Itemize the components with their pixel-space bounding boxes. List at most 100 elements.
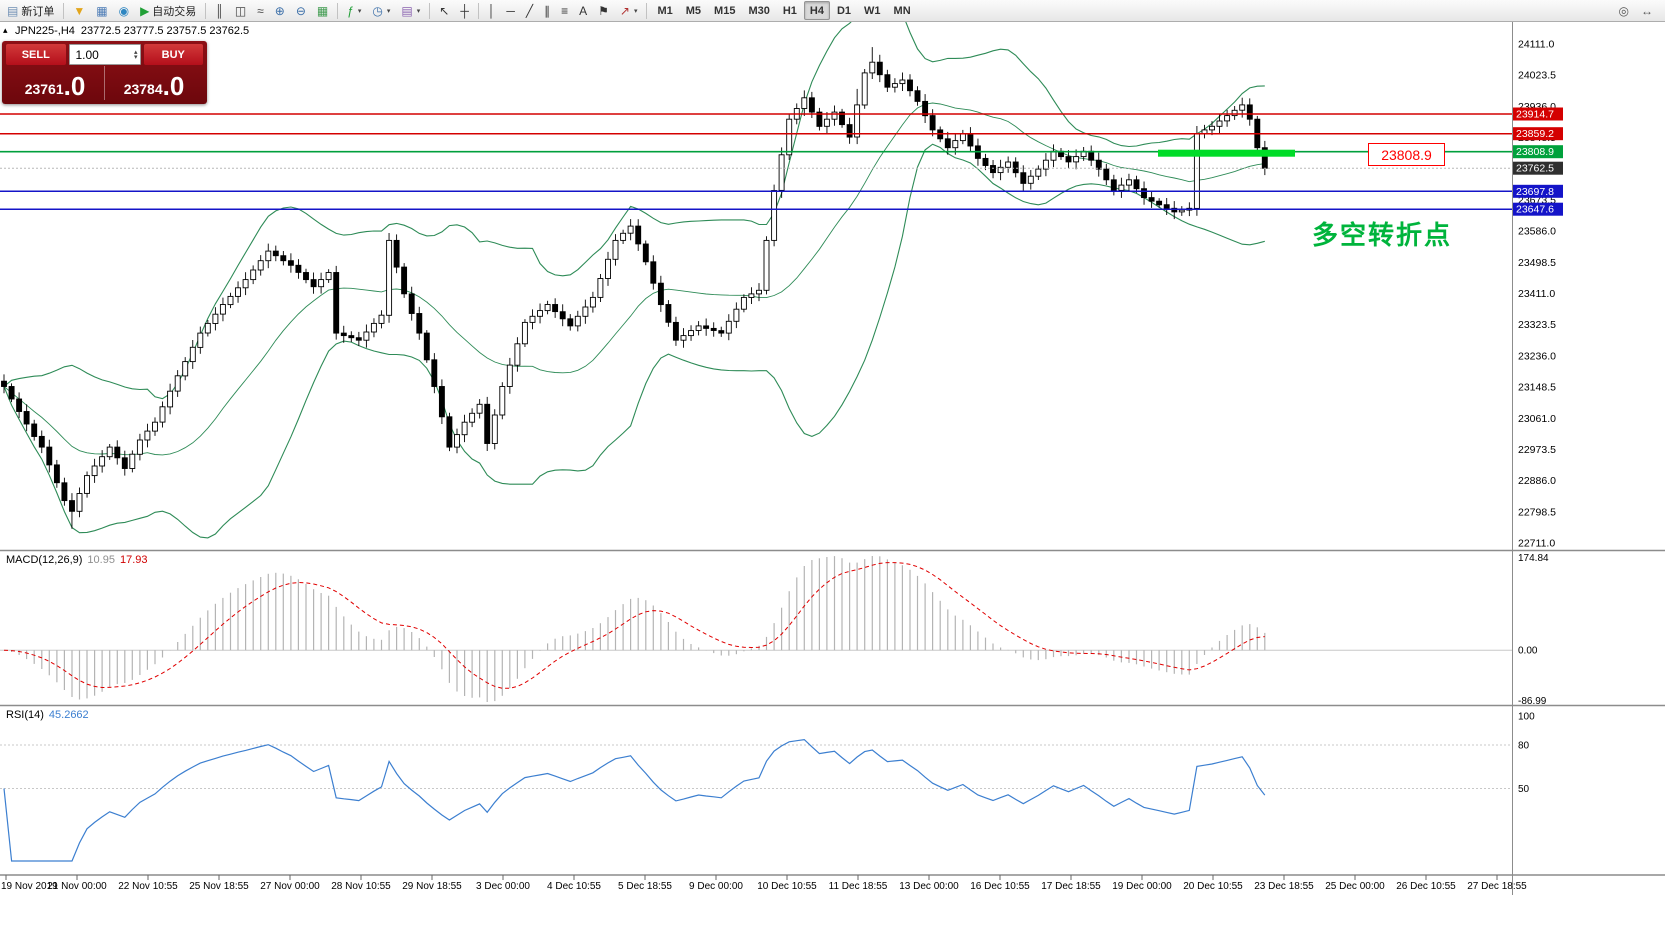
timeframe-w1-button[interactable]: W1 (858, 1, 887, 20)
candle-body (959, 133, 966, 142)
chart-candles-button[interactable]: ◫ (230, 1, 251, 20)
play-icon: ▶ (140, 3, 150, 18)
buy-button[interactable]: BUY (143, 44, 203, 65)
timeframe-h1-button[interactable]: H1 (777, 1, 803, 20)
price-badge-23914.7: 23914.7 (1513, 107, 1563, 121)
time-axis-label: 29 Nov 18:55 (402, 881, 462, 892)
timeframe-mn-button[interactable]: MN (888, 1, 917, 20)
text-button[interactable]: A (574, 1, 592, 20)
candle-body (174, 375, 181, 392)
candle-body (408, 293, 415, 314)
candle-body (265, 250, 272, 262)
horizontal-line-button[interactable]: ─ (501, 1, 520, 20)
data-window-button[interactable]: ▦ (91, 1, 112, 20)
price-badge-23697.8: 23697.8 (1513, 184, 1563, 198)
turning-point-text[interactable]: 多空转折点 (1312, 220, 1453, 250)
time-axis-label: 26 Dec 10:55 (1396, 881, 1456, 892)
autotrade-button[interactable]: ▶ 自动交易 (135, 1, 201, 20)
candle-body (521, 321, 528, 345)
spin-down-icon[interactable]: ▾ (133, 53, 138, 61)
candle-body (635, 225, 642, 245)
timeframe-h1-button-label: H1 (782, 4, 797, 17)
hline-icon: ─ (506, 3, 515, 18)
highlight-segment[interactable] (1158, 149, 1295, 157)
funnel-button[interactable]: ▼ (68, 1, 90, 20)
indicators-button[interactable]: ƒ ▾ (342, 1, 366, 20)
templates-button[interactable]: ▤ ▾ (396, 1, 425, 20)
vertical-line-button[interactable]: │ (483, 1, 501, 20)
candle-body (461, 421, 468, 436)
new-order-button[interactable]: ▤ 新订单 (2, 1, 59, 20)
drag-chart-button[interactable]: ↔ (1636, 1, 1658, 20)
clock-icon: ◷ (372, 3, 383, 18)
candle-body (718, 330, 725, 334)
price-axis[interactable]: 24111.024023.523936.023848.523761.023673… (1512, 22, 1564, 895)
time-axis-label: 4 Dec 10:55 (547, 881, 601, 892)
candle-body (854, 104, 861, 138)
time-axis-label: 28 Nov 10:55 (331, 881, 391, 892)
timeframe-h4-button[interactable]: H4 (803, 1, 830, 20)
volume-value: 1.00 (75, 47, 99, 62)
time-axis-label: 9 Dec 00:00 (689, 881, 743, 892)
volume-input[interactable]: 1.00 ▴ ▾ (68, 44, 141, 65)
timeframe-d1-button[interactable]: D1 (831, 1, 857, 20)
candle-body (499, 386, 506, 416)
sell-button[interactable]: SELL (6, 44, 66, 65)
time-axis-label: 19 Nov 2019 (1, 881, 58, 892)
price-axis-label: 23236.0 (1518, 350, 1556, 362)
price-axis-label: 22798.5 (1518, 506, 1556, 518)
candle-body (469, 412, 476, 423)
candles-icon: ◫ (234, 3, 247, 18)
volume-spinner[interactable]: ▴ ▾ (133, 48, 138, 61)
crosshair-icon: ┼ (460, 3, 469, 18)
timeframe-m5-button[interactable]: M5 (680, 1, 707, 20)
candle-body (84, 475, 90, 494)
cursor-button[interactable]: ↖ (434, 1, 454, 20)
label-button[interactable]: ⚑ (593, 1, 614, 20)
candle-body (53, 464, 60, 484)
candle-body (786, 118, 793, 156)
time-axis-label: 5 Dec 18:55 (618, 881, 672, 892)
zoom-out-button[interactable]: ⊖ (291, 1, 311, 20)
timeframe-m30-button[interactable]: M30 (742, 1, 775, 20)
trendline-button[interactable]: ╱ (521, 1, 538, 20)
community-button[interactable]: ◉ (114, 1, 134, 20)
zoom-in-button[interactable]: ⊕ (270, 1, 290, 20)
rsi-name: RSI(14) (6, 709, 44, 721)
timeframe-mn-button-label: MN (893, 4, 911, 17)
arrows-button[interactable]: ↗ ▾ (615, 1, 643, 20)
candle-body (582, 306, 589, 317)
price-badge-23762.5: 23762.5 (1513, 161, 1563, 175)
price-annotation-box[interactable]: 23808.9 (1368, 143, 1445, 166)
candle-body (574, 315, 581, 327)
crosshair-button[interactable]: ┼ (455, 1, 474, 20)
tile-windows-button[interactable]: ▦ (312, 1, 333, 20)
search-button[interactable]: ◎ (1614, 1, 1634, 20)
price-axis-label: 23061.0 (1518, 413, 1556, 425)
candle-body (446, 416, 453, 448)
candle-body (272, 250, 279, 257)
chart-bars-button[interactable]: ║ (210, 1, 229, 20)
candle-body (280, 255, 287, 262)
candle-body (1193, 133, 1200, 209)
toolbar: ▤ 新订单 ▼ ▦ ◉ ▶ 自动交易 ║ ◫ ≈ ⊕ ⊖ ▦ ƒ ▾ ◷ ▾ ▤ ▾ ↖ ┼ │ ─ ╱ ∥ ≡ A ⚑ ↗ ▾ M1 M5 M… (0, 0, 1665, 22)
candle-body (227, 295, 234, 306)
candle-body (438, 386, 445, 418)
chart-canvas[interactable]: 24111.024023.523936.023848.523761.023673… (0, 22, 1665, 946)
spin-up-icon[interactable]: ▴ (133, 48, 138, 56)
rsi-value: 45.2662 (48, 709, 89, 721)
fibonacci-button[interactable]: ≡ (556, 1, 573, 20)
periods-button[interactable]: ◷ ▾ (367, 1, 395, 20)
rsi-line (3, 738, 1266, 862)
candle-body (846, 124, 853, 138)
channel-button[interactable]: ∥ (539, 1, 555, 20)
candle-body (763, 239, 770, 291)
chart-line-button[interactable]: ≈ (252, 1, 269, 20)
trade-panel-collapse-arrow[interactable]: ▴ (3, 25, 8, 35)
candle-body (257, 260, 264, 271)
timeframe-m15-button[interactable]: M15 (708, 1, 741, 20)
candle-body (16, 398, 23, 412)
candle-body (688, 330, 694, 337)
timeframe-m1-button[interactable]: M1 (651, 1, 678, 20)
